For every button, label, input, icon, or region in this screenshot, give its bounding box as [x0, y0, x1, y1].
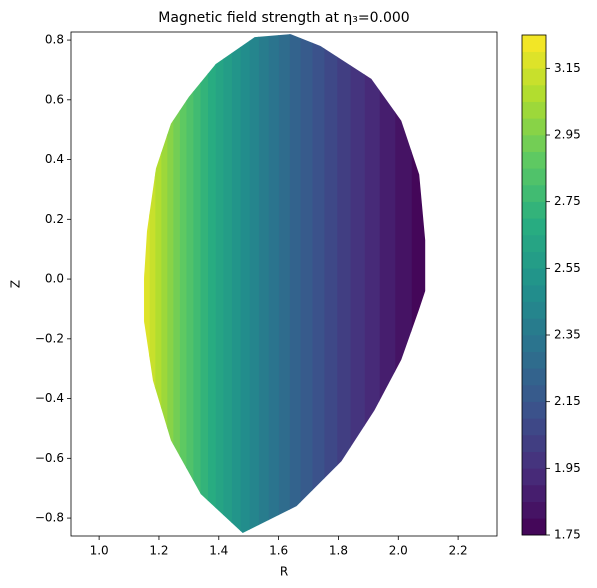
colorbar-band	[522, 334, 546, 352]
contour-band	[278, 34, 290, 534]
contour-band	[215, 34, 224, 534]
y-tick-label: 0.8	[45, 33, 64, 47]
x-tick-label: 1.6	[269, 544, 288, 558]
contour-band	[222, 34, 232, 534]
colorbar-tick-label: 2.55	[554, 261, 581, 275]
colorbar-tick-label: 2.35	[554, 328, 581, 342]
contour-band	[350, 34, 365, 534]
x-tick-label: 1.8	[329, 544, 348, 558]
contour-band	[199, 34, 209, 534]
colorbar-band	[522, 201, 546, 219]
contour-band	[379, 34, 396, 534]
contour-band	[185, 34, 194, 534]
colorbar-band	[522, 434, 546, 452]
y-tick-label: 0.2	[45, 212, 64, 226]
contour-band	[411, 34, 426, 534]
colorbar-frame	[521, 34, 547, 536]
contour-band	[172, 34, 180, 534]
colorbar-tick-label: 2.15	[554, 394, 581, 408]
colorbar-band	[522, 268, 546, 286]
colorbar-band	[522, 218, 546, 236]
x-tick-label: 2.0	[389, 544, 408, 558]
colorbar-band	[522, 84, 546, 102]
contour-band	[289, 34, 301, 534]
colorbar-band	[522, 301, 546, 319]
colorbar-tick-label: 2.75	[554, 194, 581, 208]
y-tick-label: −0.6	[35, 451, 64, 465]
y-axis-label: Z	[9, 280, 23, 288]
colorbar-band	[522, 368, 546, 386]
contour-band	[323, 34, 338, 534]
contour-band	[192, 34, 201, 534]
contour-band	[166, 34, 174, 534]
y-tick-label: 0.6	[45, 92, 64, 106]
contour-band	[231, 34, 241, 534]
y-tick-label: −0.2	[35, 331, 64, 345]
colorbar-tick-label: 1.75	[554, 528, 581, 542]
contour-band	[311, 34, 325, 534]
colorbar-tick-label: 1.95	[554, 461, 581, 475]
y-tick-label: −0.8	[35, 511, 64, 525]
contour-band	[364, 34, 380, 534]
colorbar-band	[522, 384, 546, 402]
y-tick-label: −0.4	[35, 391, 64, 405]
colorbar-tick-label: 3.15	[554, 61, 581, 75]
colorbar-band	[522, 484, 546, 502]
colorbar-band	[522, 34, 546, 52]
axes-frame	[70, 31, 498, 537]
colorbar-band	[522, 101, 546, 119]
contour-band	[336, 34, 351, 534]
y-tick-label: 0.0	[45, 272, 64, 286]
x-tick-label: 2.2	[449, 544, 468, 558]
colorbar-band	[522, 451, 546, 469]
colorbar-band	[522, 401, 546, 419]
colorbar-band	[522, 234, 546, 252]
contour-band	[154, 34, 162, 534]
contour-band	[300, 34, 313, 534]
colorbar-band	[522, 518, 546, 536]
colorbar-band	[522, 284, 546, 302]
colorbar-band	[522, 151, 546, 169]
x-tick-label: 1.0	[90, 544, 109, 558]
colorbar-band	[522, 168, 546, 186]
colorbar-band	[522, 118, 546, 136]
x-tick-label: 1.4	[209, 544, 228, 558]
contour-band	[268, 34, 279, 534]
chart-title: Magnetic field strength at η₃=0.000	[158, 10, 409, 26]
contour-band	[248, 34, 259, 534]
contour-band	[160, 34, 168, 534]
colorbar-tick-label: 2.95	[554, 128, 581, 142]
x-axis-label: R	[280, 565, 288, 579]
contour-band	[179, 34, 187, 534]
contour-band	[394, 34, 412, 534]
colorbar-band	[522, 351, 546, 369]
contour-band	[149, 34, 156, 534]
colorbar-band	[522, 134, 546, 152]
colorbar-band	[522, 318, 546, 336]
contour-band	[258, 34, 269, 534]
y-tick-label: 0.4	[45, 152, 64, 166]
x-tick-label: 1.2	[149, 544, 168, 558]
colorbar-band	[522, 501, 546, 519]
contour-band	[143, 34, 150, 534]
contour-fill	[143, 34, 426, 534]
colorbar-band	[522, 184, 546, 202]
colorbar-band	[522, 51, 546, 69]
colorbar-band	[522, 68, 546, 86]
colorbar-band	[522, 468, 546, 486]
colorbar-band	[522, 418, 546, 436]
contour-band	[240, 34, 250, 534]
contour-band	[143, 34, 145, 534]
contour-band	[207, 34, 216, 534]
colorbar-band	[522, 251, 546, 269]
